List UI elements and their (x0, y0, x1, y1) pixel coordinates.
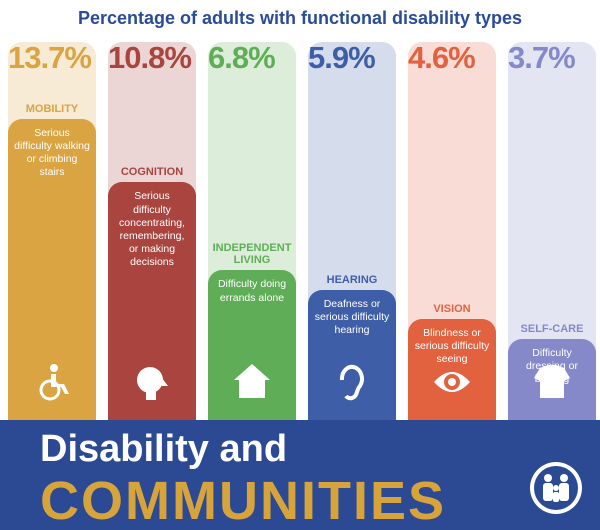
icon (532, 362, 572, 402)
category-label: INDEPENDENT LIVING (212, 242, 292, 267)
value-label: 6.8% (208, 40, 276, 75)
icon-shape (39, 364, 69, 401)
icon-shape (339, 364, 364, 401)
value-label: 10.8% (108, 40, 192, 75)
icon (432, 362, 472, 402)
description: Difficulty doing errands alone (217, 278, 287, 304)
bar: Difficulty doing errands alone (208, 270, 296, 420)
icon-shape (137, 367, 168, 400)
icon (332, 362, 372, 402)
description: Blindness or serious difficulty seeing (414, 326, 490, 366)
category-label: HEARING (326, 274, 378, 287)
value-label: 13.7% (8, 40, 92, 75)
description: Deafness or serious difficulty hearing (314, 298, 390, 337)
banner: Disability and COMMUNITIES (0, 420, 600, 530)
logo (530, 462, 582, 514)
category-label: MOBILITY (25, 102, 79, 115)
value-label: 4.6% (408, 40, 476, 75)
icon-shape (434, 372, 470, 392)
icon (132, 362, 172, 402)
value-label: 3.7% (508, 40, 576, 75)
chart-title: Percentage of adults with functional dis… (77, 8, 523, 28)
category-label: SELF-CARE (520, 322, 584, 335)
category-label: COGNITION (120, 166, 184, 179)
icon-shape (534, 365, 570, 398)
bar: Serious difficulty walking or climbing s… (8, 118, 96, 420)
icon (32, 362, 72, 402)
category-label: VISION (433, 302, 471, 315)
banner-line: Disability and (40, 428, 288, 470)
banner-line: COMMUNITIES (40, 471, 446, 530)
description: Serious difficulty walking or climbing s… (14, 126, 90, 178)
bar: Blindness or serious difficulty seeing (408, 318, 496, 420)
icon-shape (234, 364, 270, 398)
description: Serious difficulty concentrating, rememb… (119, 190, 185, 269)
value-label: 5.9% (308, 40, 376, 75)
icon (232, 362, 272, 402)
